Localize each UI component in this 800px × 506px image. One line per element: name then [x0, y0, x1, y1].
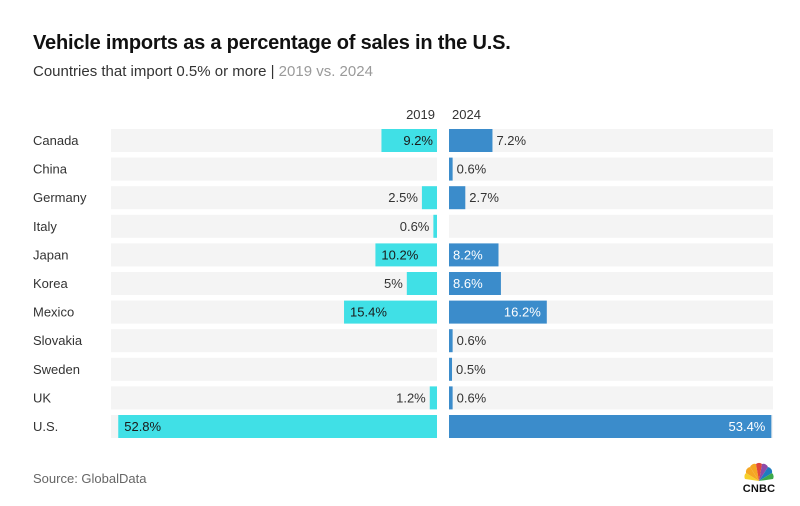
bar-2019 [118, 415, 437, 438]
row-background-2024 [449, 357, 773, 381]
bar-2024 [449, 243, 499, 267]
data-label-2019: 15.4% [350, 305, 387, 320]
data-label-2019: 2.5% [388, 190, 418, 205]
series-header-2019: 2019 [406, 107, 435, 122]
peacock-icon [744, 463, 774, 481]
row-background-2024 [449, 129, 773, 152]
row-background-2019 [111, 329, 437, 353]
bar-chart: 2019 2024 Canada 9.2% 7.2% China 0.6% Germany 2.… [33, 107, 773, 438]
bar-2024 [449, 415, 772, 438]
bar-2024 [449, 157, 453, 181]
subtitle-main: Countries that import 0.5% or more | [33, 63, 279, 80]
row-background-2019 [111, 357, 437, 381]
row-background-2019 [111, 157, 437, 181]
bar-2024 [449, 300, 547, 324]
row-background-2024 [449, 329, 773, 353]
data-label-2024: 0.6% [457, 162, 487, 177]
category-label: Canada [33, 133, 79, 148]
bar-2024 [449, 386, 453, 410]
category-label: Slovakia [33, 333, 83, 348]
cnbc-logo: CNBC [737, 461, 781, 497]
row-background-2019 [111, 243, 437, 267]
row-background-2024 [449, 157, 773, 181]
category-label: Japan [33, 247, 68, 262]
data-label-2019: 5% [384, 276, 403, 291]
category-label: Germany [33, 190, 87, 205]
data-label-2024: 0.6% [457, 390, 487, 405]
data-label-2019: 10.2% [381, 247, 418, 262]
data-label-2024: 2.7% [469, 190, 499, 205]
chart-subtitle: Countries that import 0.5% or more | 201… [33, 63, 373, 80]
data-label-2019: 1.2% [396, 390, 426, 405]
bar-2024 [449, 129, 493, 152]
category-label: U.S. [33, 419, 58, 434]
data-label-2019: 9.2% [403, 133, 433, 148]
chart-title: Vehicle imports as a percentage of sales… [33, 32, 511, 54]
subtitle-years: 2019 vs. 2024 [278, 63, 373, 80]
data-label-2024: 0.6% [457, 333, 487, 348]
bar-2019 [429, 386, 437, 410]
bar-2024 [449, 357, 453, 381]
row-background-2024 [449, 214, 773, 238]
bar-2019 [375, 243, 437, 267]
row-background-2024 [449, 272, 773, 295]
category-label: UK [33, 390, 51, 405]
data-label-2024: 53.4% [729, 419, 766, 434]
data-label-2024: 0.5% [456, 362, 486, 377]
data-label-2024: 16.2% [504, 305, 541, 320]
data-label-2019: 0.6% [400, 219, 430, 234]
bar-2019 [344, 300, 437, 324]
bar-2024 [449, 329, 453, 353]
row-background-2019 [111, 129, 437, 152]
category-label: Mexico [33, 305, 74, 320]
bar-2024 [449, 272, 501, 295]
bar-2019 [421, 186, 437, 210]
category-label: Italy [33, 219, 57, 234]
bar-2024 [449, 186, 466, 210]
bar-2019 [406, 272, 437, 295]
series-header-2024: 2024 [452, 107, 481, 122]
row-background-2019 [111, 386, 437, 410]
row-background-2024 [449, 386, 773, 410]
logo-text: CNBC [742, 483, 776, 495]
source-note: Source: GlobalData [33, 471, 147, 486]
data-label-2019: 52.8% [124, 419, 161, 434]
bar-2019 [381, 129, 437, 152]
bar-2019 [433, 214, 437, 238]
row-background-2024 [449, 186, 773, 210]
data-label-2024: 8.6% [453, 276, 483, 291]
row-background-2024 [449, 243, 773, 267]
data-label-2024: 8.2% [453, 247, 483, 262]
category-label: Sweden [33, 362, 80, 377]
row-background-2019 [111, 186, 437, 210]
row-background-2019 [111, 272, 437, 295]
data-label-2024: 7.2% [496, 133, 526, 148]
row-background-2019 [111, 214, 437, 238]
category-label: Korea [33, 276, 68, 291]
category-label: China [33, 162, 68, 177]
